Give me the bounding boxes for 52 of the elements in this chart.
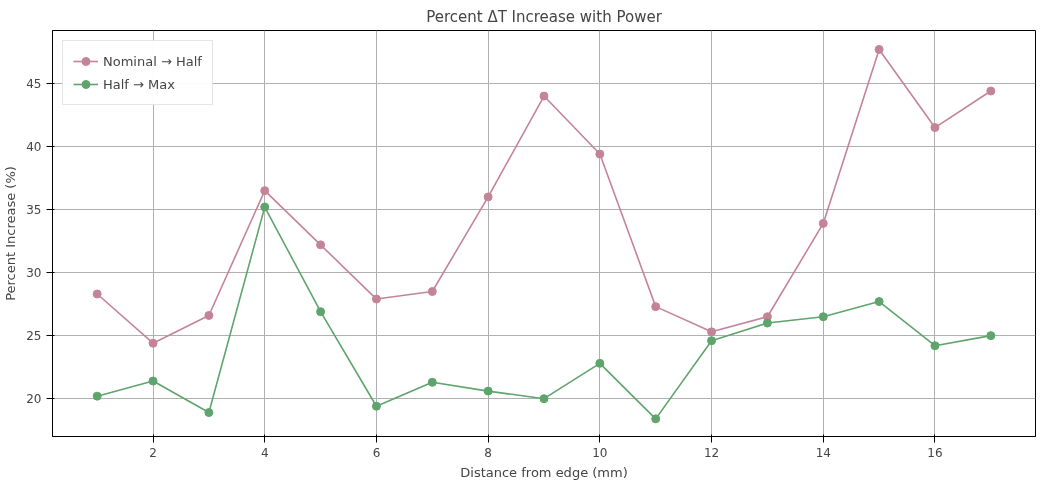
y-tick-label: 40: [26, 140, 42, 154]
y-tick-label: 45: [26, 76, 42, 91]
x-axis-title: Distance from edge (mm): [460, 464, 628, 480]
point: [260, 186, 270, 196]
legend-label: Half → Max: [103, 76, 175, 92]
point: [707, 336, 717, 346]
chart-title: Percent ΔT Increase with Power: [426, 7, 663, 26]
y-tick-label: 25: [26, 329, 42, 344]
point: [316, 240, 326, 250]
point: [818, 312, 828, 322]
x-tick-label: 8: [484, 445, 492, 460]
point: [595, 358, 605, 368]
point: [427, 287, 437, 296]
point: [371, 294, 381, 304]
point: [930, 123, 940, 133]
x-tick-label: 4: [260, 445, 269, 460]
point: [986, 86, 996, 96]
point: [874, 44, 884, 54]
y-tick-label: 35: [26, 203, 42, 218]
point: [371, 401, 381, 411]
point: [595, 149, 605, 159]
x-tick-label: 12: [703, 445, 720, 460]
x-tick-label: 16: [927, 445, 943, 460]
x-tick-label: 2: [149, 445, 157, 460]
point: [316, 307, 326, 317]
point: [651, 302, 661, 312]
y-tick-label: 30: [26, 266, 42, 281]
x-tick-label: 14: [815, 445, 831, 460]
point: [539, 91, 549, 101]
point: [483, 192, 493, 202]
point: [539, 394, 549, 404]
point: [818, 218, 828, 228]
point: [651, 414, 661, 424]
point: [427, 377, 437, 387]
y-axis-title: Percent Increase (%): [3, 166, 19, 301]
x-tick-label: 6: [372, 445, 381, 460]
point: [148, 338, 158, 348]
point: [707, 327, 717, 337]
point: [762, 318, 772, 328]
point: [874, 297, 884, 307]
point: [986, 331, 996, 341]
point: [260, 202, 270, 212]
x-tick-label: 10: [592, 445, 608, 460]
point: [148, 376, 158, 386]
legend-label: Nominal → Half: [103, 53, 202, 69]
point: [92, 391, 102, 401]
point: [204, 408, 214, 418]
y-tick-label: 20: [26, 392, 42, 407]
point: [204, 310, 214, 320]
point: [92, 289, 102, 299]
point: [483, 386, 493, 396]
point: [930, 341, 940, 351]
